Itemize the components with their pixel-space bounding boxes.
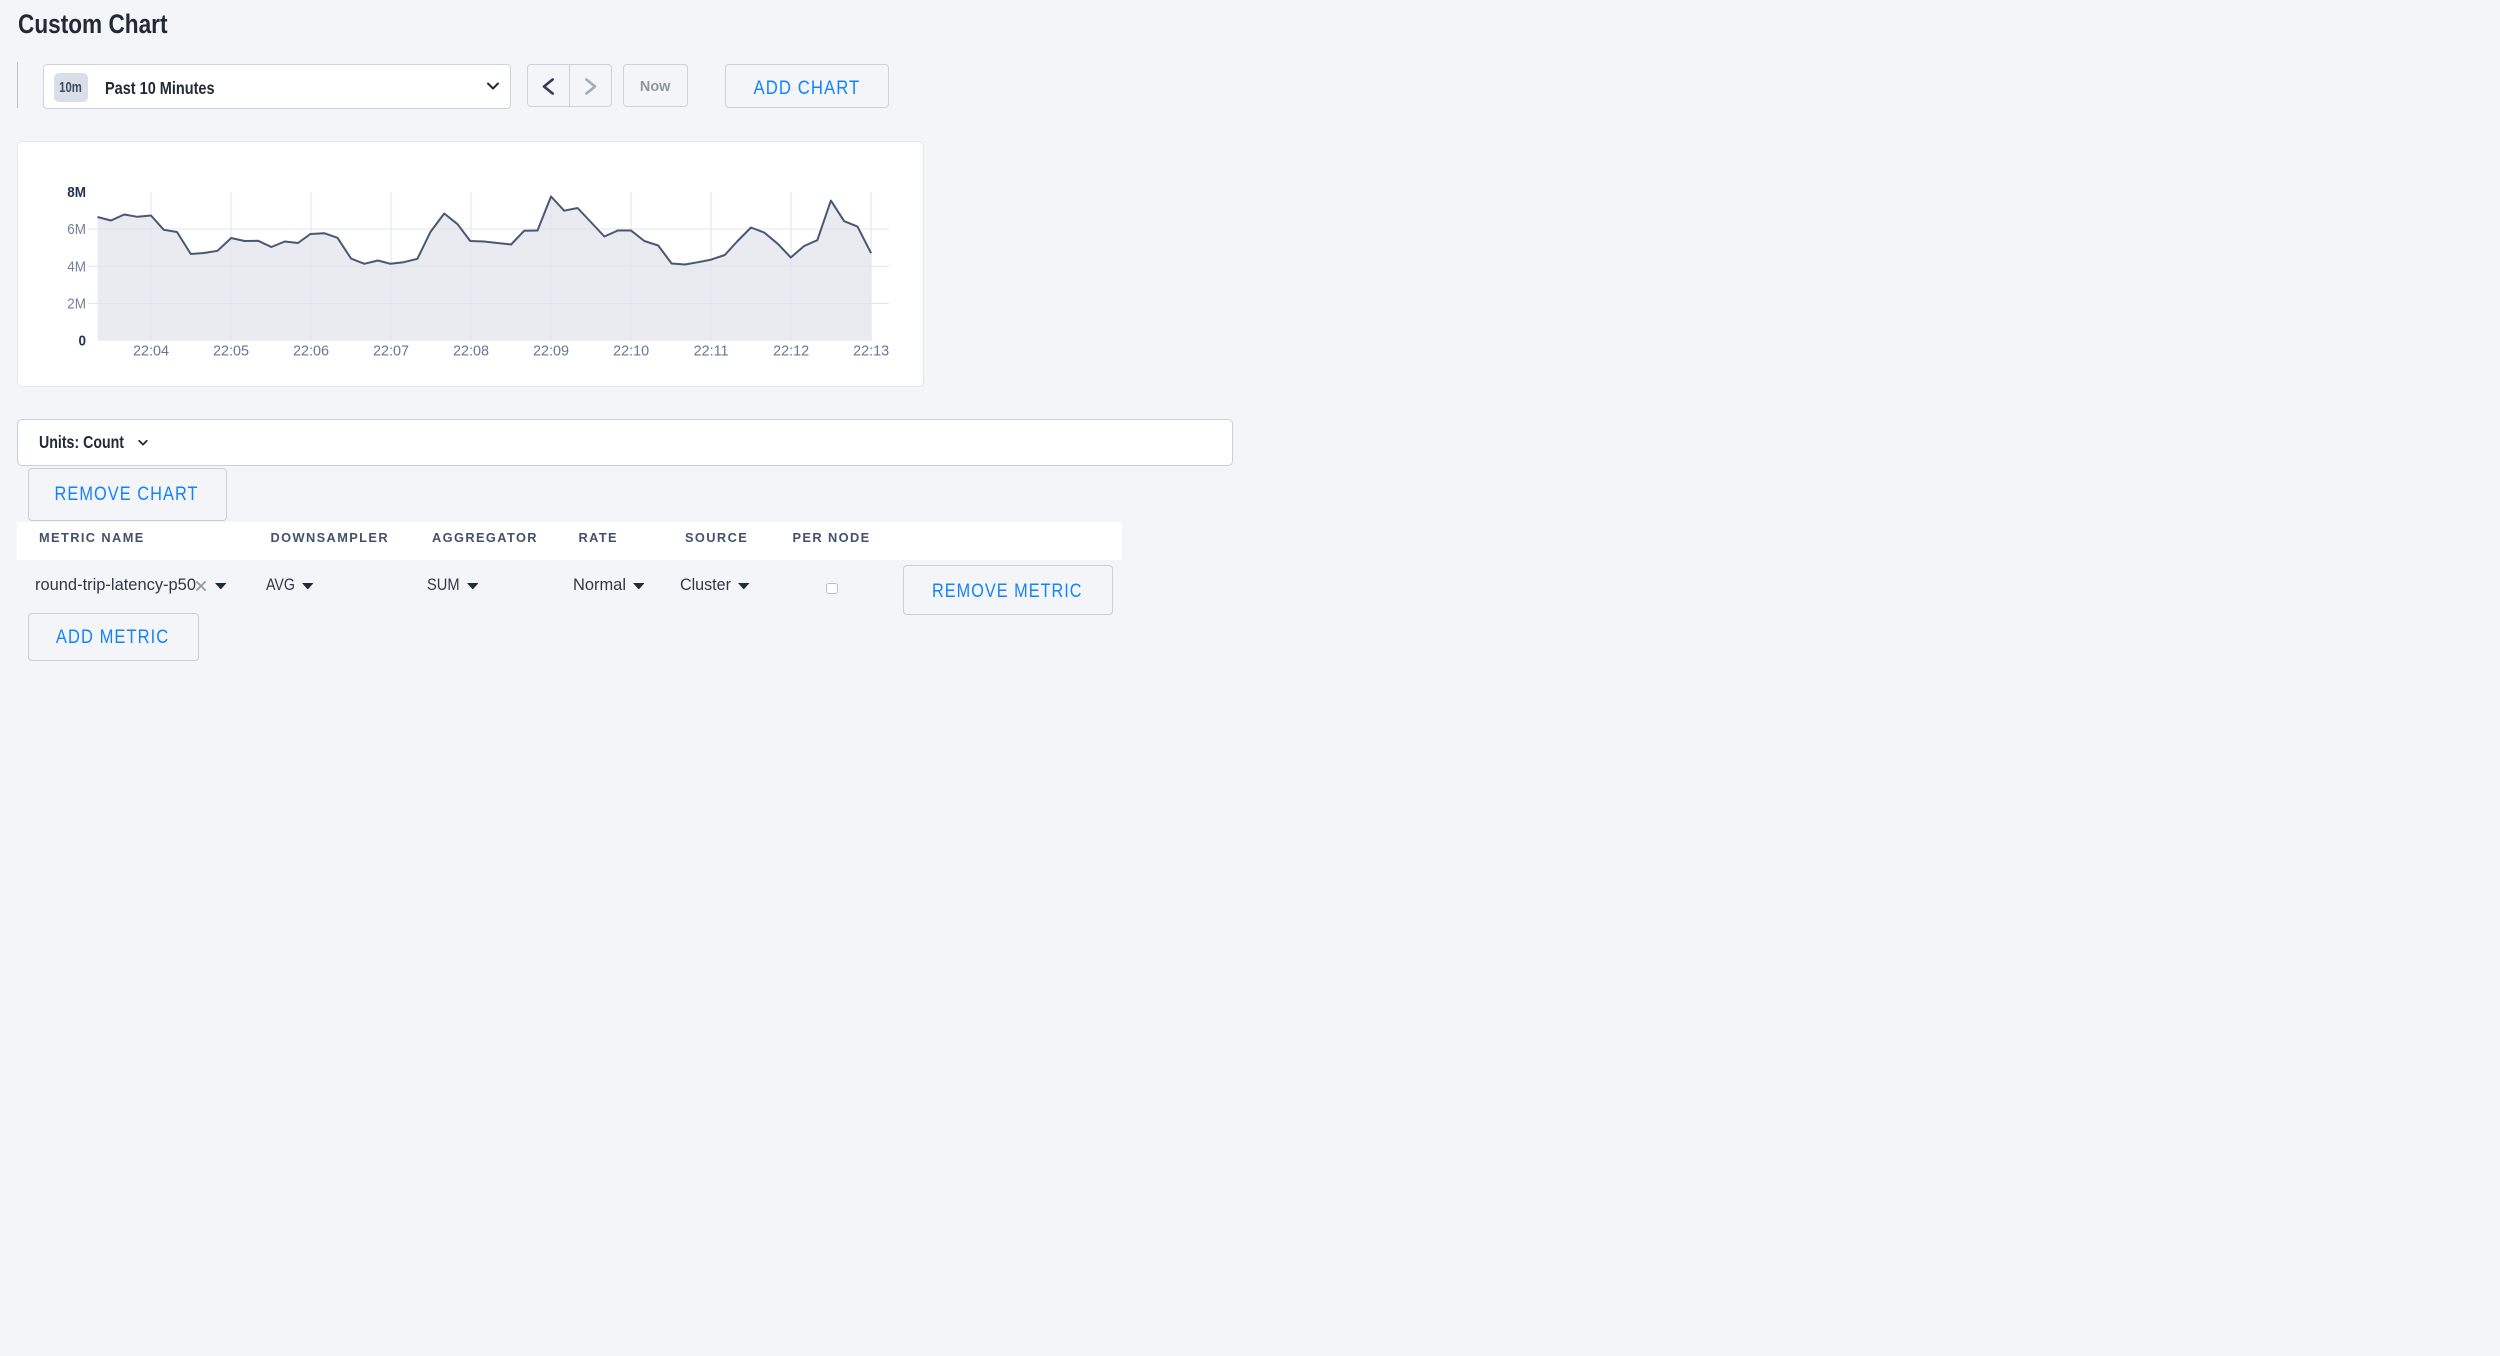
- svg-text:0: 0: [78, 333, 86, 350]
- svg-text:22:04: 22:04: [133, 344, 169, 360]
- svg-text:22:13: 22:13: [853, 344, 889, 360]
- svg-text:2M: 2M: [67, 296, 86, 313]
- svg-text:22:08: 22:08: [453, 344, 489, 360]
- svg-text:6M: 6M: [67, 221, 86, 238]
- svg-text:22:12: 22:12: [773, 344, 809, 360]
- svg-text:22:05: 22:05: [213, 344, 249, 360]
- svg-text:8M: 8M: [67, 184, 86, 201]
- svg-text:22:10: 22:10: [613, 344, 649, 360]
- svg-text:22:07: 22:07: [373, 344, 409, 360]
- svg-text:22:06: 22:06: [293, 344, 329, 360]
- svg-text:22:11: 22:11: [694, 344, 729, 360]
- svg-text:4M: 4M: [67, 259, 86, 276]
- svg-text:22:09: 22:09: [533, 344, 569, 360]
